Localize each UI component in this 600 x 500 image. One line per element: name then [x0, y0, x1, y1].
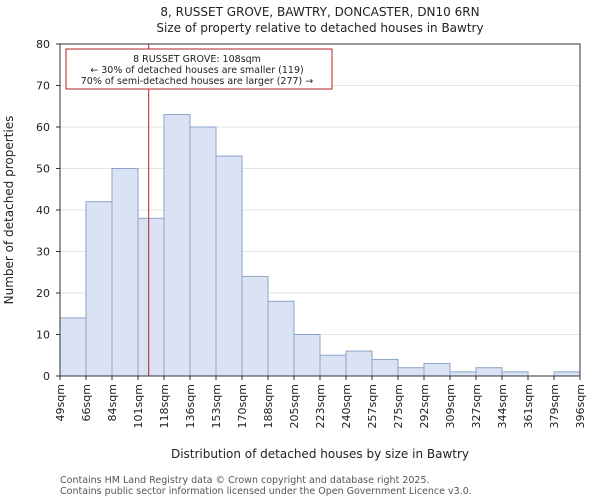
bar-379sqm	[553, 371, 581, 377]
x-tick-label-118sqm: 118sqm	[158, 384, 171, 428]
footer-line-1: Contains HM Land Registry data © Crown c…	[60, 475, 430, 486]
bar-344sqm	[501, 371, 529, 377]
bar-188sqm	[267, 300, 295, 377]
y-tick-label-80: 80	[36, 38, 50, 51]
x-tick-label-275sqm: 275sqm	[392, 384, 405, 428]
x-tick-label-223sqm: 223sqm	[314, 384, 327, 428]
chart-title: 8, RUSSET GROVE, BAWTRY, DONCASTER, DN10…	[160, 5, 479, 19]
annotation-line-3: 70% of semi-detached houses are larger (…	[81, 76, 314, 87]
x-tick-label-101sqm: 101sqm	[132, 384, 145, 428]
bar-240sqm	[345, 350, 373, 377]
x-tick-label-84sqm: 84sqm	[106, 384, 119, 421]
bar-84sqm	[111, 168, 139, 377]
x-tick-label-153sqm: 153sqm	[210, 384, 223, 428]
bar-153sqm	[215, 155, 243, 377]
y-axis-label: Number of detached properties	[2, 116, 16, 305]
bar-205sqm	[293, 334, 321, 377]
x-tick-label-205sqm: 205sqm	[288, 384, 301, 428]
x-tick-label-136sqm: 136sqm	[184, 384, 197, 428]
bar-136sqm	[189, 126, 217, 377]
annotation-line-2: ← 30% of detached houses are smaller (11…	[90, 65, 303, 76]
x-axis-ticks: 49sqm 66sqm 84sqm 101sqm 118sqm 136sqm 153sqm 1…	[54, 376, 587, 428]
y-tick-label-60: 60	[36, 121, 50, 134]
x-tick-label-188sqm: 188sqm	[262, 384, 275, 428]
x-tick-label-309sqm: 309sqm	[444, 384, 457, 428]
annotation-line-1: 8 RUSSET GROVE: 108sqm	[133, 54, 261, 65]
x-tick-label-344sqm: 344sqm	[496, 384, 509, 428]
bar-66sqm	[85, 201, 113, 377]
y-tick-label-70: 70	[36, 80, 50, 93]
bar-49sqm	[59, 317, 87, 377]
x-axis-label: Distribution of detached houses by size …	[171, 447, 469, 461]
bars	[59, 114, 581, 377]
bar-309sqm	[449, 371, 477, 377]
x-tick-label-292sqm: 292sqm	[418, 384, 431, 428]
x-tick-label-327sqm: 327sqm	[470, 384, 483, 428]
bar-170sqm	[241, 275, 269, 377]
bar-118sqm	[163, 114, 191, 377]
bar-101sqm	[137, 217, 165, 377]
x-tick-label-257sqm: 257sqm	[366, 384, 379, 428]
x-tick-label-379sqm: 379sqm	[548, 384, 561, 428]
y-tick-label-20: 20	[36, 287, 50, 300]
bar-292sqm	[423, 363, 451, 377]
annotation-box: 8 RUSSET GROVE: 108sqm ← 30% of detached…	[65, 48, 333, 90]
bar-223sqm	[319, 354, 347, 377]
x-tick-label-240sqm: 240sqm	[340, 384, 353, 428]
chart-subtitle: Size of property relative to detached ho…	[156, 21, 483, 35]
y-tick-label-30: 30	[36, 246, 50, 259]
x-tick-label-49sqm: 49sqm	[54, 384, 67, 421]
bar-327sqm	[475, 367, 503, 377]
y-tick-label-10: 10	[36, 329, 50, 342]
bar-257sqm	[371, 358, 399, 377]
y-tick-label-40: 40	[36, 204, 50, 217]
footer-line-2: Contains public sector information licen…	[60, 486, 472, 497]
plot-frame	[59, 43, 581, 377]
x-tick-label-66sqm: 66sqm	[80, 384, 93, 421]
annotation-frame	[65, 48, 333, 90]
y-tick-label-0: 0	[43, 370, 50, 383]
x-tick-label-361sqm: 361sqm	[522, 384, 535, 428]
x-tick-label-170sqm: 170sqm	[236, 384, 249, 428]
x-tick-label-396sqm: 396sqm	[574, 384, 587, 428]
bar-275sqm	[397, 367, 425, 377]
y-tick-label-50: 50	[36, 163, 50, 176]
y-axis-ticks: 0 10 20 30 40 50 60 70 80	[36, 38, 60, 383]
